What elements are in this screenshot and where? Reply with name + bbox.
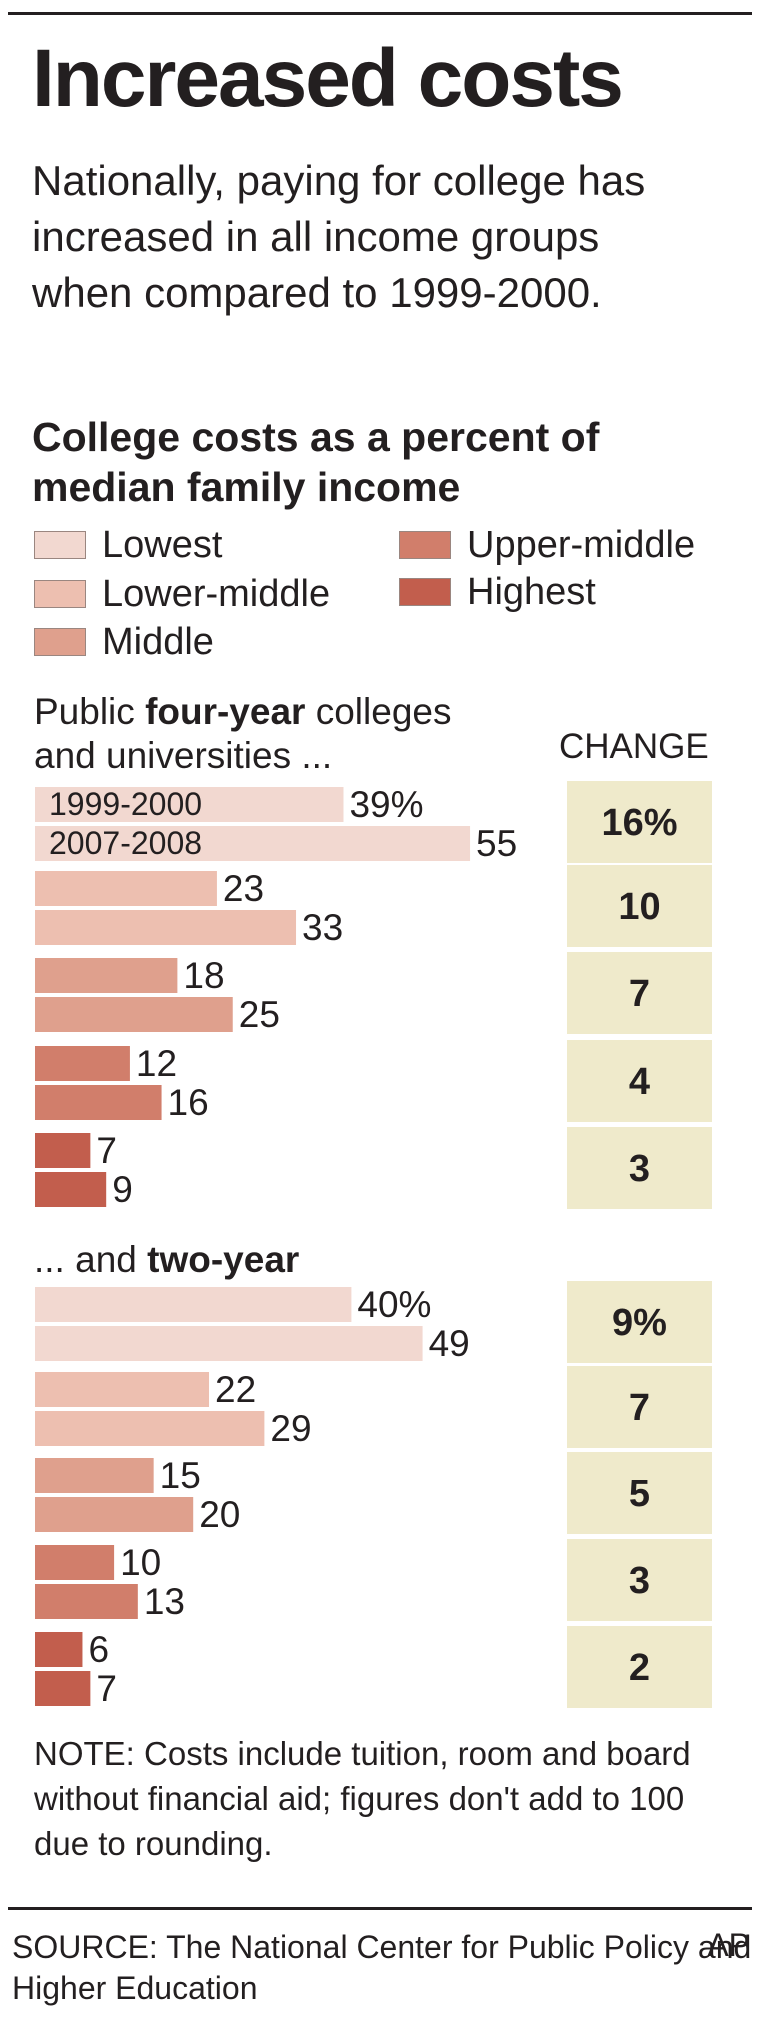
legend-label: Upper-middle [467, 523, 696, 566]
bar-lower-middle-later [35, 910, 297, 945]
legend-label: Highest [467, 570, 596, 613]
bar-middle-later [35, 997, 233, 1032]
bar-value-label: 39% [349, 784, 423, 825]
change-value: 10 [618, 886, 660, 928]
source-text: SOURCE: The National Center for Public P… [12, 1929, 752, 2006]
bar-value-label: 6 [88, 1629, 109, 1670]
bar-upper-middle-earlier [35, 1046, 130, 1081]
legend-swatch-lowest [34, 531, 86, 559]
bar-lower-middle-earlier [35, 871, 217, 906]
bottom-rule [8, 1907, 752, 1910]
change-cell [567, 1452, 712, 1534]
change-value: 2 [629, 1647, 650, 1689]
legend-item-lower-middle: Lower-middle [34, 572, 330, 616]
legend-swatch-highest [399, 578, 451, 606]
legend-item-middle: Middle [34, 620, 214, 664]
series-year-label: 1999-2000 [49, 786, 202, 822]
bar-value-label: 13 [144, 1581, 185, 1622]
section-label-bold: four-year [145, 691, 306, 732]
legend-item-lowest: Lowest [34, 523, 222, 567]
bar-highest-earlier [35, 1632, 83, 1667]
section-label-text: ... and [34, 1239, 148, 1280]
credit-text: AP [707, 1927, 750, 1963]
section-label-text: and universities ... [34, 735, 333, 776]
bar-value-label: 18 [183, 955, 224, 996]
change-cell [567, 1626, 712, 1708]
bar-middle-earlier [35, 1458, 154, 1493]
section-label-text: colleges [305, 691, 452, 732]
change-cell [567, 952, 712, 1034]
legend-swatch-middle [34, 628, 86, 656]
bar-value-label: 7 [96, 1130, 117, 1171]
bar-value-label: 23 [223, 868, 264, 909]
change-cell [567, 1366, 712, 1448]
bar-value-label: 7 [96, 1668, 117, 1709]
bar-value-label: 20 [199, 1494, 240, 1535]
bar-upper-middle-earlier [35, 1545, 115, 1580]
bar-lowest-later [35, 826, 471, 861]
change-value: 4 [629, 1061, 650, 1103]
intro-text: Nationally, paying for college has incre… [32, 157, 646, 316]
bar-value-label: 16 [168, 1082, 209, 1123]
bar-middle-later [35, 1497, 194, 1532]
legend-label: Lowest [102, 523, 223, 566]
top-rule [8, 12, 752, 15]
change-value: 16% [601, 802, 677, 844]
change-value: 3 [629, 1148, 650, 1190]
bar-value-label: 15 [160, 1455, 201, 1496]
bar-value-label: 9 [112, 1169, 133, 1210]
legend-label: Lower-middle [102, 572, 331, 615]
change-cell [567, 1281, 712, 1363]
change-value: 9% [612, 1302, 667, 1344]
bar-lowest-later [35, 1326, 423, 1361]
bar-value-label: 12 [136, 1043, 177, 1084]
bar-highest-earlier [35, 1133, 91, 1168]
bar-lower-middle-later [35, 1411, 265, 1446]
bar-value-label: 33 [302, 907, 343, 948]
bar-value-label: 29 [270, 1408, 311, 1449]
bar-value-label: 55 [476, 823, 517, 864]
legend-label: Middle [102, 620, 214, 663]
legend-swatch-upper-middle [399, 531, 451, 559]
bar-value-label: 49 [429, 1323, 470, 1364]
bar-lower-middle-earlier [35, 1372, 210, 1407]
bar-value-label: 25 [239, 994, 280, 1035]
change-value: 5 [629, 1473, 650, 1515]
bar-upper-middle-later [35, 1085, 162, 1120]
bar-value-label: 10 [120, 1542, 161, 1583]
change-value: 3 [629, 1560, 650, 1602]
note-text: NOTE: Costs include tuition, room and bo… [34, 1735, 691, 1862]
section-label-two-year: ... and two-year [34, 1238, 299, 1282]
bar-lowest-earlier [35, 787, 344, 822]
series-year-label: 2007-2008 [49, 825, 202, 861]
change-value: 7 [629, 1387, 650, 1429]
change-value: 7 [629, 973, 650, 1015]
change-cell [567, 781, 712, 863]
change-cell [567, 1040, 712, 1122]
bar-value-label: 40% [357, 1284, 431, 1325]
bar-highest-later [35, 1671, 91, 1706]
bar-lowest-earlier [35, 1287, 352, 1322]
bar-middle-earlier [35, 958, 178, 993]
bar-value-label: 22 [215, 1369, 256, 1410]
change-cell [567, 1127, 712, 1209]
change-cell [567, 865, 712, 947]
change-header: CHANGE [559, 727, 709, 766]
bar-upper-middle-later [35, 1584, 138, 1619]
section-label-text: Public [34, 691, 146, 732]
bar-highest-later [35, 1172, 107, 1207]
legend-item-highest: Highest [399, 570, 596, 614]
change-cell [567, 1539, 712, 1621]
section-label-four-year: Public four-year colleges and universiti… [34, 690, 451, 778]
section-label-bold: two-year [147, 1239, 300, 1280]
legend-item-upper-middle: Upper-middle [399, 523, 695, 567]
chart-title: Increased costs [32, 33, 624, 124]
chart-subtitle: College costs as a percent of median fam… [32, 414, 600, 510]
legend-swatch-lower-middle [34, 580, 86, 608]
